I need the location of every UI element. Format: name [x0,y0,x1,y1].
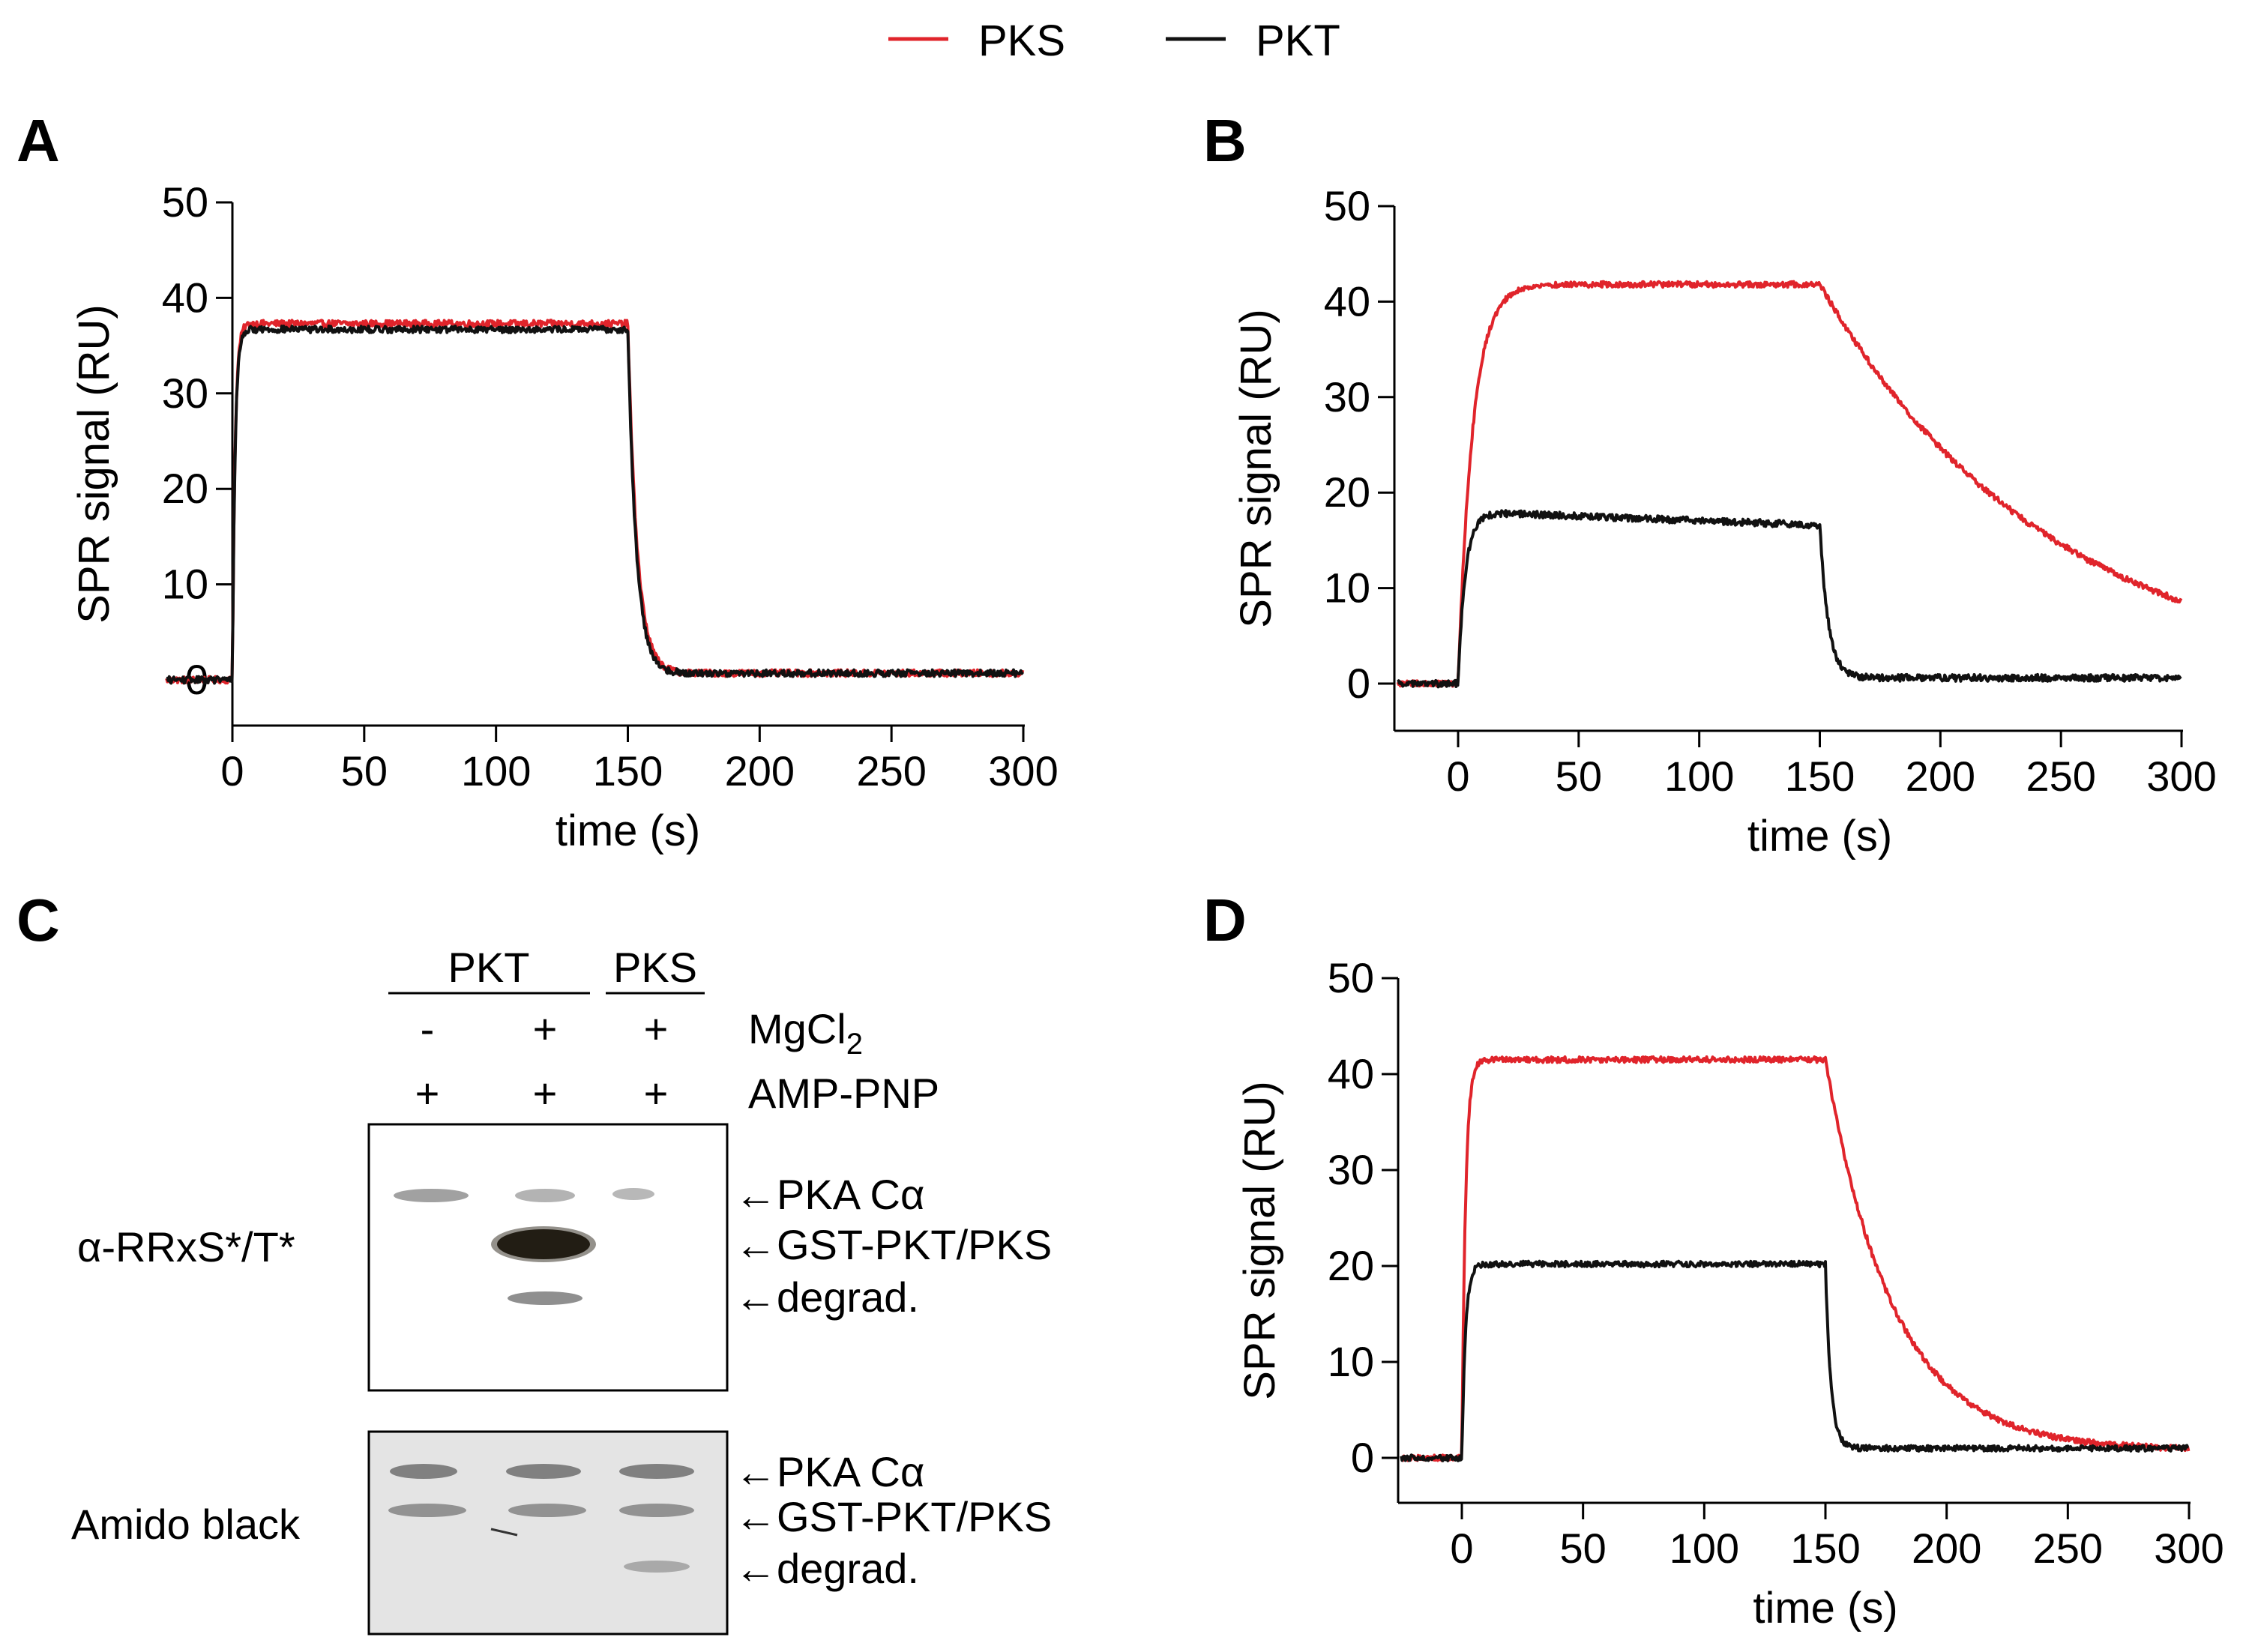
x-axis-title: time (s) [1753,1584,1897,1633]
x-tick-label: 50 [1560,1525,1607,1572]
series-line-pks [1400,1055,2191,1462]
amp-pnp-label: AMP-PNP [748,1070,939,1117]
lane2-amp-sign: + [533,1070,558,1117]
blot-panel-c: C PKT PKS - + + MgCl2 + + + AMP-PNP α-RR… [16,887,1052,1636]
phospho-blot-image [367,1123,729,1392]
x-tick-label: 250 [856,747,926,795]
mgcl2-label: MgCl2 [748,1005,863,1061]
bottom-band-label-gst: ←GST-PKT/PKS [735,1493,1052,1540]
y-tick-label: 50 [1328,954,1374,1001]
legend-label-pkt: PKT [1256,16,1340,65]
x-axis-title: time (s) [1747,812,1892,860]
y-tick-label: 30 [1328,1146,1374,1193]
y-tick-label: 0 [1347,660,1370,707]
x-tick-label: 50 [341,747,388,795]
x-tick-label: 100 [1670,1525,1739,1572]
y-tick-label: 0 [1351,1434,1374,1481]
legend-label-pks: PKS [978,16,1065,65]
y-tick-label: 40 [1324,277,1370,325]
x-tick-label: 50 [1556,753,1602,800]
amido-black-stain-image [367,1430,729,1636]
x-tick-label: 100 [1664,753,1734,800]
x-tick-label: 250 [2033,1525,2103,1572]
series-line-pkt [1397,509,2182,689]
x-tick-label: 150 [593,747,663,795]
y-tick-label: 40 [1328,1050,1374,1097]
y-tick-label: 30 [1324,373,1370,420]
panel-letter-b: B [1203,107,1247,174]
x-tick-label: 100 [461,747,531,795]
y-tick-label: 10 [162,561,208,608]
panel-letter-d: D [1203,887,1247,953]
series-line-pkt [166,325,1024,685]
lane2-mgcl2-sign: + [533,1005,558,1052]
top-band-label-gst: ←GST-PKT/PKS [735,1221,1052,1268]
series-line-pkt [1400,1259,2190,1462]
lane3-amp-sign: + [644,1070,669,1117]
top-band-label-pka: ←PKA Cα [735,1171,924,1218]
panel-letter-a: A [16,107,60,174]
series-line-pks [165,319,1025,685]
chart-panel-b: B 0 10 20 30 40 50 0 50 100 150 200 250 300 time (s) SP… [1203,107,2217,860]
x-tick-label: 300 [2146,753,2216,800]
y-axis-title: SPR signal (RU) [1235,1081,1284,1399]
x-tick-label: 250 [2026,753,2095,800]
x-tick-label: 200 [725,747,795,795]
y-tick-label: 40 [162,274,208,321]
x-tick-label: 150 [1785,753,1855,800]
x-tick-label: 0 [220,747,244,795]
y-tick-label: 30 [162,370,208,417]
top-blot-row-label: α-RRxS*/T* [77,1223,295,1270]
legend: PKS PKT [888,16,1340,65]
x-tick-label: 0 [1450,1525,1473,1572]
y-tick-label: 20 [162,465,208,512]
lane1-amp-sign: + [415,1070,440,1117]
x-tick-label: 200 [1912,1525,1981,1572]
y-tick-label: 50 [1324,182,1370,229]
lane3-mgcl2-sign: + [644,1005,669,1052]
y-tick-label: 10 [1328,1338,1374,1385]
group-label-pkt: PKT [448,944,530,991]
chart-panel-d: D 0 10 20 30 40 50 0 50 100 150 200 250 300 time (s) SP… [1203,887,2224,1633]
series-line-pks [1396,280,2183,688]
x-tick-label: 300 [988,747,1058,795]
y-axis-title: SPR signal (RU) [1232,309,1280,627]
x-tick-label: 300 [2154,1525,2224,1572]
y-axis-title: SPR signal (RU) [70,304,118,623]
y-tick-label: 10 [1324,564,1370,612]
y-tick-label: 50 [162,178,208,226]
x-tick-label: 200 [1906,753,1975,800]
x-axis-title: time (s) [556,807,700,855]
top-band-label-degrad: ←degrad. [735,1273,919,1321]
lane1-mgcl2-sign: - [421,1005,435,1052]
panel-letter-c: C [16,887,60,953]
group-label-pks: PKS [613,944,697,991]
x-tick-label: 150 [1790,1525,1860,1572]
y-tick-label: 20 [1324,468,1370,516]
bottom-blot-row-label: Amido black [71,1501,301,1548]
bottom-band-label-degrad: ←degrad. [735,1545,919,1592]
x-tick-label: 0 [1446,753,1469,800]
bottom-band-label-pka: ←PKA Cα [735,1448,924,1495]
y-tick-label: 20 [1328,1242,1374,1289]
